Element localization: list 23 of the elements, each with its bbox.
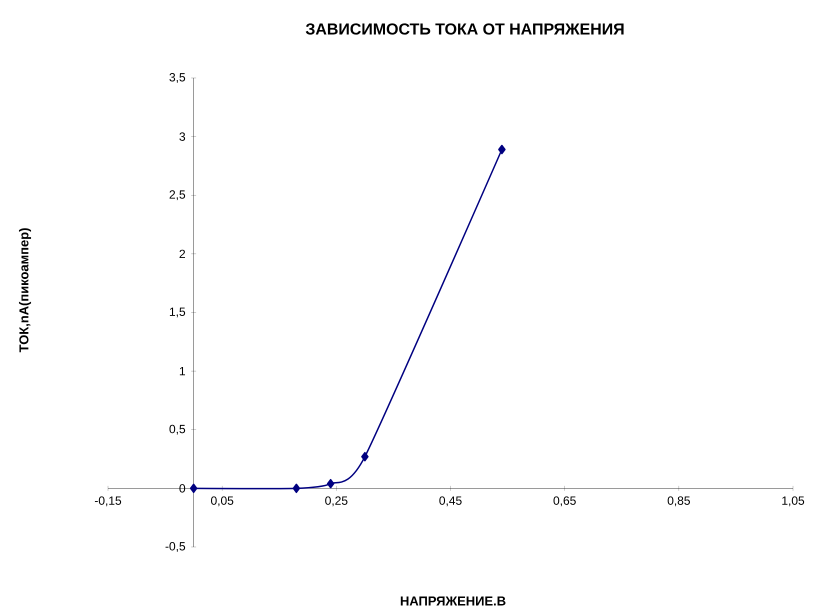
y-tick-label: 2,5 bbox=[170, 190, 186, 200]
x-tick-label: 0,05 bbox=[211, 496, 234, 506]
y-tick-label: 1,5 bbox=[170, 308, 186, 318]
point bbox=[361, 452, 369, 462]
x-tick-label: 0,45 bbox=[439, 496, 462, 506]
point bbox=[498, 144, 506, 154]
y-tick-label: 3 bbox=[179, 132, 186, 141]
x-tick-label: 1,05 bbox=[782, 496, 804, 506]
y-tick-label: 0,5 bbox=[169, 424, 186, 435]
x-tick-label: 0,25 bbox=[325, 496, 348, 506]
x-axis-title: НАПРЯЖЕНИЕ.В bbox=[400, 596, 506, 606]
y-tick-label: -0,5 bbox=[166, 542, 186, 552]
x-tick-label: -0,15 bbox=[94, 496, 122, 506]
y-axis-title: ТОК,nA(пикоампер) bbox=[18, 228, 32, 352]
y-tick-label: 3,5 bbox=[169, 73, 186, 83]
point bbox=[292, 484, 300, 494]
y-tick-label: 2 bbox=[180, 250, 186, 258]
x-tick-label: 0,85 bbox=[668, 496, 690, 506]
y-tick-label: 1 bbox=[180, 367, 186, 376]
point bbox=[326, 478, 334, 488]
point bbox=[190, 484, 198, 494]
x-tick-label: 0,65 bbox=[554, 496, 576, 506]
chart-title: ЗАВИСИМОСТЬ ТОКА ОТ НАПРЯЖЕНИЯ bbox=[306, 23, 624, 35]
